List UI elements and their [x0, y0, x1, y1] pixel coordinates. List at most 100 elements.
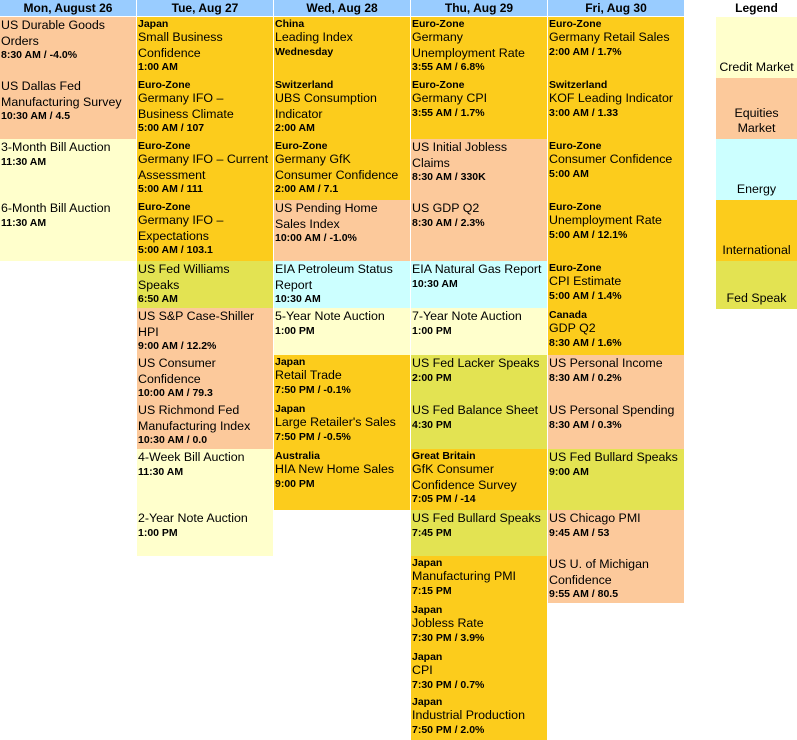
legend-label: Energy	[736, 182, 777, 196]
event-detail: 10:00 AM / -1.0%	[275, 232, 357, 244]
event-cell: US GDP Q2 8:30 AM / 2.3%	[411, 200, 547, 261]
event-cell: Switzerland KOF Leading Indicator 3:00 A…	[548, 78, 684, 139]
event-title: CPI	[412, 663, 433, 677]
event-cell: Euro-Zone Germany IFO – Current Assessme…	[137, 139, 273, 200]
event-title: Germany IFO – Expectations	[138, 213, 224, 243]
event-cell: Switzerland UBS Consumption Indicator 2:…	[274, 78, 410, 139]
event-region: Switzerland	[275, 79, 334, 91]
event-cell: US Fed Williams Speaks 6:50 AM	[137, 261, 273, 308]
event-title: US S&P Case-Shiller HPI	[138, 309, 255, 339]
event-region: Japan	[412, 651, 443, 663]
event-title: US Fed Balance Sheet	[412, 403, 539, 417]
event-detail: 7:50 PM / -0.5%	[275, 430, 351, 443]
event-cell: Japan CPI 7:30 PM / 0.7%	[411, 650, 547, 695]
legend-fed-speak: Fed Speak	[716, 261, 797, 309]
event-detail: 9:00 AM / 12.2%	[138, 340, 217, 352]
event-cell: US S&P Case-Shiller HPI 9:00 AM / 12.2%	[137, 308, 273, 355]
event-title: Retail Trade	[275, 368, 342, 382]
event-region: Euro-Zone	[549, 262, 602, 274]
event-title: UBS Consumption Indicator	[275, 91, 377, 121]
event-cell: Euro-Zone Germany GfK Consumer Confidenc…	[274, 139, 410, 200]
event-cell: US Fed Balance Sheet 4:30 PM	[411, 402, 547, 449]
event-title: Germany IFO – Business Climate	[138, 91, 234, 121]
event-detail: 2:00 AM / 1.7%	[549, 45, 622, 58]
event-detail: 7:30 PM / 3.9%	[412, 631, 485, 644]
event-detail: 8:30 AM / 330K	[412, 171, 486, 183]
event-detail: 8:30 AM / 0.3%	[549, 418, 622, 431]
event-cell: US Chicago PMI 9:45 AM / 53	[548, 510, 684, 556]
legend-label: Fed Speak	[726, 291, 787, 305]
event-region: Japan	[138, 18, 169, 30]
legend-label: Credit Market	[719, 60, 794, 74]
event-detail: 10:30 AM	[275, 293, 321, 305]
event-title: GfK Consumer Confidence Survey	[412, 462, 517, 492]
event-detail: 7:15 PM	[412, 584, 452, 597]
event-title: US Chicago PMI	[549, 511, 641, 525]
legend-international: International	[716, 200, 797, 261]
event-cell: Australia HIA New Home Sales 9:00 PM	[274, 449, 410, 510]
event-detail: 7:45 PM	[412, 526, 452, 539]
event-cell: US Fed Bullard Speaks 9:00 AM	[548, 449, 684, 510]
header-fri: Fri, Aug 30	[548, 0, 684, 16]
event-title: Germany GfK Consumer Confidence	[275, 152, 399, 182]
legend-title: Legend	[735, 1, 778, 15]
event-title: GDP Q2	[549, 321, 596, 335]
event-cell: 5-Year Note Auction 1:00 PM	[274, 308, 410, 355]
event-region: Euro-Zone	[549, 201, 602, 213]
event-region: Japan	[412, 557, 443, 569]
event-detail: 1:00 PM	[138, 526, 178, 539]
event-detail: Wednesday	[275, 45, 334, 58]
event-cell: US Fed Lacker Speaks 2:00 PM	[411, 355, 547, 402]
event-detail: 9:00 PM	[275, 477, 315, 490]
event-title: Consumer Confidence	[549, 152, 673, 166]
event-detail: 3:55 AM / 1.7%	[412, 106, 485, 119]
event-title: 3-Month Bill Auction	[1, 140, 111, 154]
event-title: Germany IFO – Current Assessment	[138, 152, 269, 182]
event-detail: 1:00 PM	[275, 324, 315, 337]
event-detail: 4:30 PM	[412, 418, 452, 431]
event-detail: 11:30 AM	[1, 155, 47, 168]
event-detail: 5:00 AM / 1.4%	[549, 289, 622, 302]
event-cell: US Pending Home Sales Index 10:00 AM / -…	[274, 200, 410, 261]
event-region: Australia	[275, 450, 320, 462]
event-detail: 1:00 AM	[138, 61, 178, 73]
event-title: Manufacturing PMI	[412, 569, 516, 583]
event-region: Canada	[549, 309, 587, 321]
event-cell: US Richmond Fed Manufacturing Index 10:3…	[137, 402, 273, 449]
event-cell: Euro-Zone Germany IFO – Expectations 5:0…	[137, 200, 273, 261]
event-detail: 6:50 AM	[138, 293, 178, 305]
event-detail: 11:30 AM	[138, 465, 184, 478]
event-detail: 10:30 AM	[412, 277, 458, 290]
event-region: Switzerland	[549, 79, 608, 91]
event-detail: 3:00 AM / 1.33	[549, 106, 619, 119]
event-title: US Personal Spending	[549, 403, 675, 417]
event-cell: Japan Manufacturing PMI 7:15 PM	[411, 556, 547, 603]
event-detail: 10:30 AM / 0.0	[138, 434, 208, 446]
event-title: US Durable Goods Orders	[1, 18, 105, 48]
event-title: CPI Estimate	[549, 274, 622, 288]
event-detail: 5:00 AM / 111	[138, 183, 203, 195]
event-detail: 8:30 AM / -4.0%	[1, 49, 78, 61]
event-title: EIA Natural Gas Report	[412, 262, 542, 276]
event-cell: Japan Jobless Rate 7:30 PM / 3.9%	[411, 603, 547, 650]
event-title: HIA New Home Sales	[275, 462, 395, 476]
event-region: Japan	[412, 696, 443, 708]
event-title: EIA Petroleum Status Report	[275, 262, 393, 292]
event-title: US Fed Bullard Speaks	[549, 450, 678, 464]
event-region: Japan	[275, 403, 306, 415]
event-region: Japan	[275, 356, 306, 368]
event-detail: 5:00 AM	[549, 167, 589, 180]
event-title: US Consumer Confidence	[138, 356, 216, 386]
event-cell: Euro-Zone Germany Unemployment Rate 3:55…	[411, 17, 547, 78]
event-cell: Euro-Zone Germany Retail Sales 2:00 AM /…	[548, 17, 684, 78]
event-cell: Euro-Zone Germany IFO – Business Climate…	[137, 78, 273, 139]
event-detail: 2:00 AM	[275, 122, 315, 134]
event-cell: US Fed Bullard Speaks 7:45 PM	[411, 510, 547, 556]
event-cell: 4-Week Bill Auction 11:30 AM	[137, 449, 273, 510]
event-cell: China Leading Index Wednesday	[274, 17, 410, 78]
event-cell: Euro-Zone CPI Estimate 5:00 AM / 1.4%	[548, 261, 684, 308]
event-detail: 2:00 PM	[412, 371, 452, 384]
event-cell: Canada GDP Q2 8:30 AM / 1.6%	[548, 308, 684, 355]
event-cell: US Consumer Confidence 10:00 AM / 79.3	[137, 355, 273, 402]
event-title: Germany Unemployment Rate	[412, 30, 525, 60]
